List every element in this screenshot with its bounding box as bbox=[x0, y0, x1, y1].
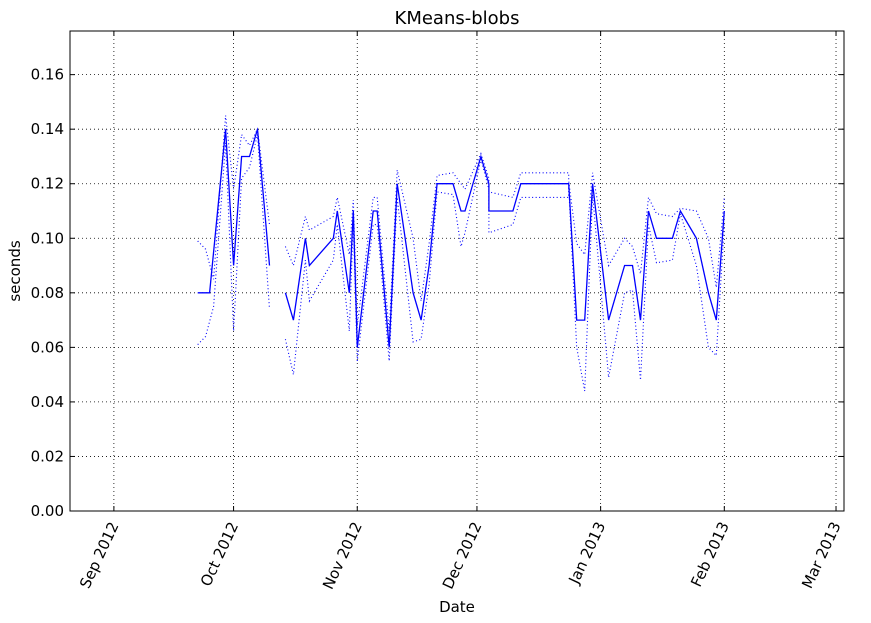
y-tick-label: 0.10 bbox=[31, 229, 64, 247]
x-tick-label: Oct 2012 bbox=[197, 519, 242, 589]
y-tick-label: 0.02 bbox=[31, 447, 64, 465]
y-tick-label: 0.04 bbox=[31, 393, 64, 411]
series-line-bound bbox=[284, 152, 725, 332]
ticks: 0.00 0.02 0.04 0.06 0.08 0.10 0.12 0.14 0.16 Sep … bbox=[31, 31, 845, 592]
x-axis-label: Date bbox=[439, 598, 475, 616]
series-group bbox=[197, 115, 725, 392]
y-axis-label: seconds bbox=[6, 240, 24, 301]
series-line-bound bbox=[197, 115, 271, 280]
y-tick-label: 0.12 bbox=[31, 175, 64, 193]
grid bbox=[70, 31, 844, 512]
x-tick-label: Feb 2013 bbox=[687, 519, 733, 590]
plot-frame bbox=[69, 30, 845, 512]
y-tick-label: 0.00 bbox=[31, 502, 64, 520]
x-tick-label: Nov 2012 bbox=[319, 519, 366, 592]
y-tick-label: 0.16 bbox=[31, 66, 64, 84]
series-line-mean bbox=[197, 129, 271, 294]
x-tick-label: Jan 2013 bbox=[565, 519, 610, 587]
y-tick-label: 0.14 bbox=[31, 120, 64, 138]
x-tick-label: Mar 2013 bbox=[798, 519, 844, 591]
x-tick-label: Dec 2012 bbox=[439, 519, 486, 592]
x-tick-label: Sep 2012 bbox=[76, 519, 122, 591]
y-tick-label: 0.08 bbox=[31, 284, 64, 302]
y-tick-label: 0.06 bbox=[31, 338, 64, 356]
series-line-bound bbox=[284, 159, 725, 392]
series-line-mean bbox=[284, 154, 725, 348]
chart-title: KMeans-blobs bbox=[395, 8, 520, 29]
series-line-bound bbox=[197, 134, 271, 345]
